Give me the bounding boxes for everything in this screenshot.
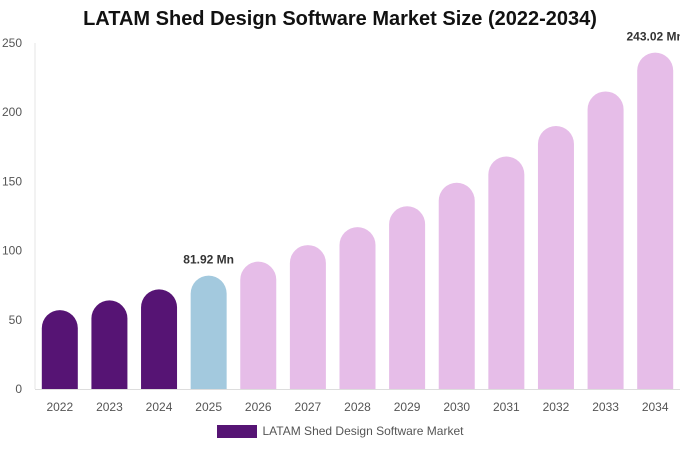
x-tick-label: 2025 [195,400,222,414]
bar-2023 [91,300,127,389]
bar-2028 [340,227,376,389]
legend-swatch [217,425,257,438]
legend: LATAM Shed Design Software Market [0,424,680,438]
x-tick-label: 2022 [46,400,73,414]
bar-2024 [141,289,177,389]
y-tick-label: 150 [2,174,22,188]
x-tick-label: 2032 [543,400,570,414]
y-tick-label: 100 [2,244,22,258]
x-tick-label: 2034 [642,400,669,414]
x-axis: 2022 2023 2024 2025 2026 2027 2028 2029 2030 2031… [35,390,680,415]
bar-2027 [290,245,326,389]
data-label: 81.92 Mn [183,253,234,267]
bar-2025 [191,276,227,389]
x-tick-label: 2031 [493,400,520,414]
bar-2026 [240,262,276,389]
x-tick-label: 2023 [96,400,123,414]
y-tick-label: 0 [15,382,22,396]
bar-2029 [389,206,425,389]
y-tick-label: 250 [2,36,22,50]
x-tick-label: 2029 [394,400,421,414]
x-tick-label: 2024 [146,400,173,414]
x-tick-label: 2028 [344,400,371,414]
bar-2022 [42,310,78,389]
data-label: 243.02 Mn [627,30,680,44]
bar-2032 [538,126,574,389]
y-tick-label: 200 [2,105,22,119]
bar-2030 [439,183,475,389]
legend-label: LATAM Shed Design Software Market [263,424,464,438]
x-tick-label: 2030 [443,400,470,414]
x-tick-label: 2026 [245,400,272,414]
bar-2033 [588,91,624,389]
x-tick-label: 2027 [295,400,322,414]
y-axis: 0 50 100 150 200 250 [2,36,35,396]
bar-2034 [637,53,673,389]
bar-series [42,53,673,389]
bar-2031 [488,157,524,389]
x-tick-label: 2033 [592,400,619,414]
y-tick-label: 50 [9,313,23,327]
